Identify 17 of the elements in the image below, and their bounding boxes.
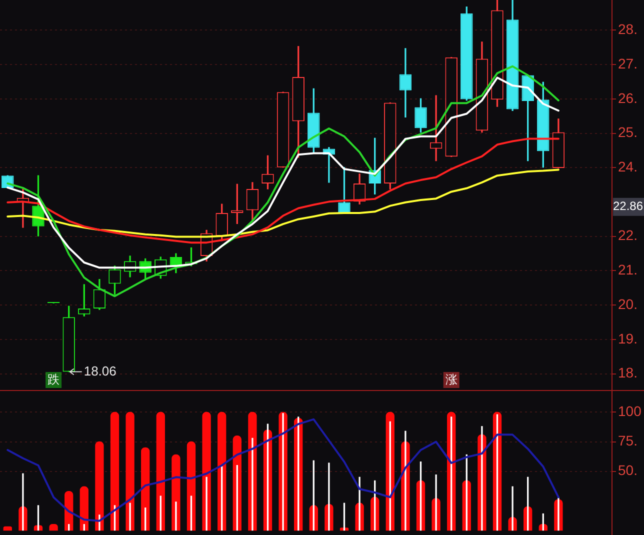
y-tick-label: 27. (618, 55, 638, 72)
y-tick-label: 18. (618, 364, 638, 381)
annotation: 22.86 (613, 199, 644, 214)
y-tick-label: 25. (618, 124, 638, 140)
y-tick-label: 50. (618, 462, 638, 478)
text: 涨 (445, 372, 458, 387)
y-tick-label: 28. (618, 21, 638, 38)
y-tick-label: 20. (618, 296, 638, 312)
y-tick-label: 22. (618, 227, 638, 244)
y-tick-label: 19. (618, 330, 638, 346)
y-tick-label: 100 (618, 403, 642, 420)
y-tick-label: 21. (618, 262, 638, 278)
text: 跌 (48, 372, 60, 387)
annotation: 18.06 (84, 363, 116, 378)
y-tick-label: 24. (618, 158, 638, 175)
y-tick-label: 75. (618, 432, 638, 449)
y-tick-label: 26. (618, 90, 638, 106)
